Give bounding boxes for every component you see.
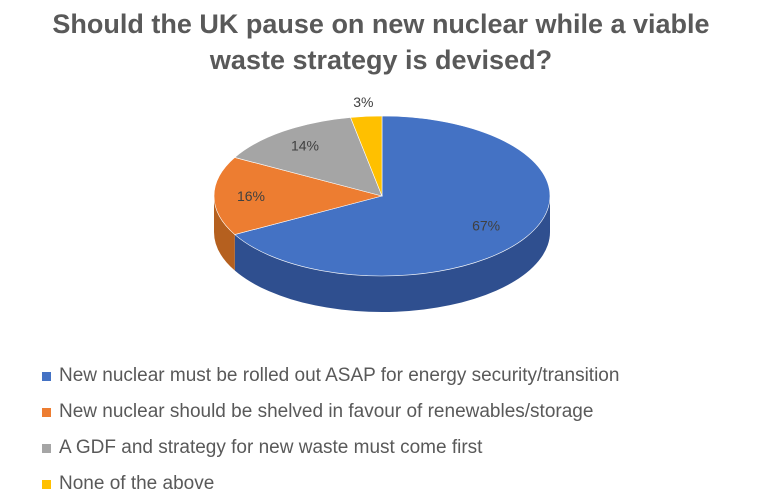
pie-slice-2 — [234, 117, 383, 197]
data-label-0: 67% — [472, 217, 500, 233]
legend-swatch — [42, 371, 51, 381]
data-label-3: 3% — [353, 94, 373, 110]
legend-swatch — [42, 479, 51, 489]
legend-item: None of the above — [42, 466, 619, 502]
pie-slice-3 — [350, 115, 383, 197]
legend-label: A GDF and strategy for new waste must co… — [59, 437, 483, 458]
legend-label: None of the above — [59, 473, 215, 494]
data-label-1: 16% — [237, 188, 265, 204]
pie-slice-0 — [234, 115, 551, 277]
legend-item: New nuclear must be rolled out ASAP for … — [42, 358, 619, 394]
legend-swatch — [42, 407, 51, 417]
legend-item: A GDF and strategy for new waste must co… — [42, 430, 619, 466]
pie-side-1 — [214, 196, 235, 271]
pie-slice-1 — [213, 157, 384, 235]
pie-side-0 — [234, 196, 551, 312]
data-label-2: 14% — [291, 138, 319, 154]
chart-title-line-2: waste strategy is devised? — [209, 45, 553, 75]
chart-legend: New nuclear must be rolled out ASAP for … — [42, 358, 619, 502]
legend-label: New nuclear should be shelved in favour … — [59, 401, 594, 422]
legend-swatch — [42, 443, 51, 453]
legend-label: New nuclear must be rolled out ASAP for … — [59, 365, 620, 386]
chart-title: Should the UK pause on new nuclear while… — [0, 6, 762, 78]
legend-item: New nuclear should be shelved in favour … — [42, 394, 619, 430]
chart-title-line-1: Should the UK pause on new nuclear while… — [52, 9, 710, 39]
